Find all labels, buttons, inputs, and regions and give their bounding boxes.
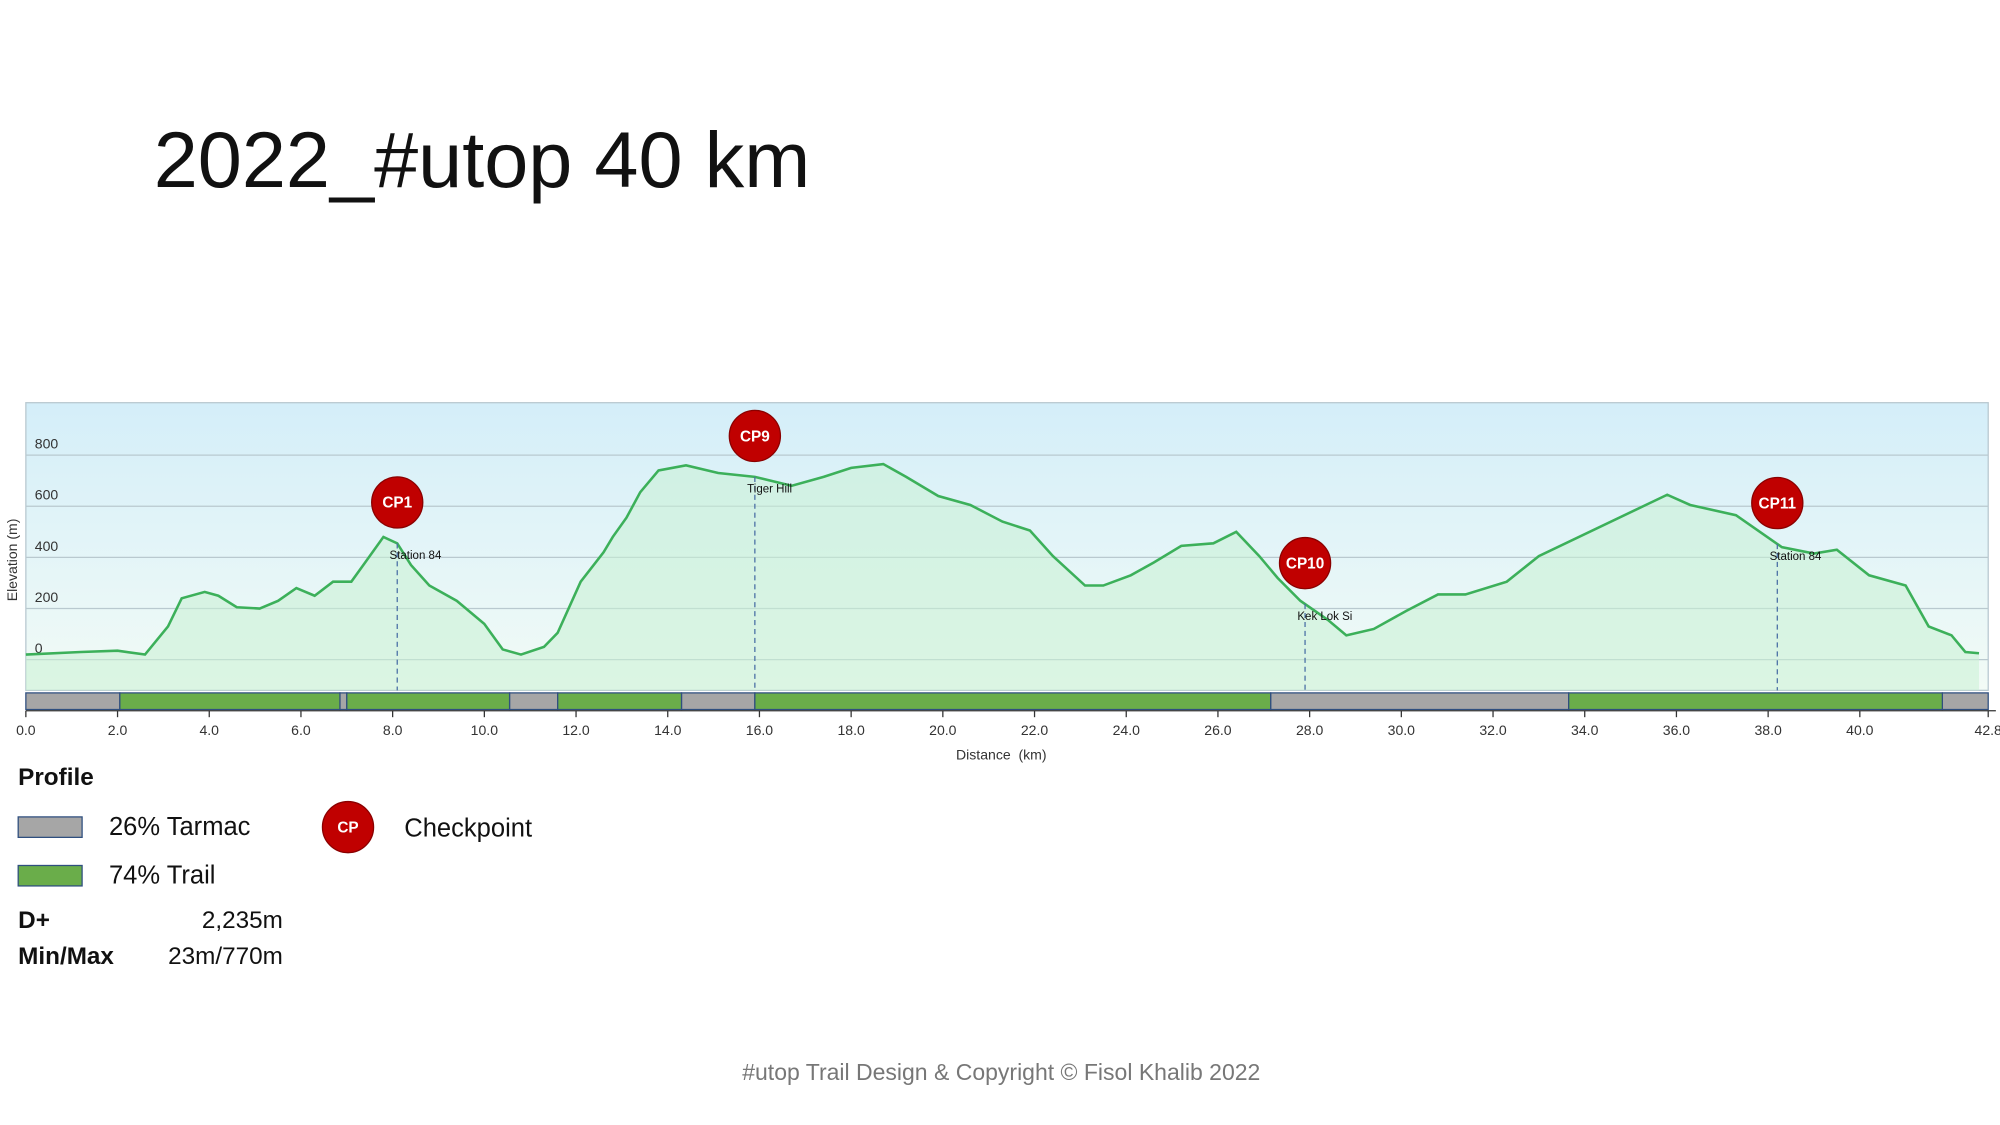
surface-segment	[557, 692, 683, 711]
surface-segment	[1270, 692, 1570, 711]
x-tick-label: 42.8	[1975, 722, 2000, 738]
x-tick-label: 16.0	[746, 722, 774, 738]
stat-label: Min/Max	[18, 943, 114, 970]
x-tick-label: 30.0	[1388, 722, 1416, 738]
surface-segment	[25, 692, 121, 711]
checkpoint-name: Kek Lok Si	[1297, 611, 1352, 623]
x-tick-label: 18.0	[837, 722, 865, 738]
surface-segment	[680, 692, 756, 711]
x-tick-label: 26.0	[1204, 722, 1232, 738]
surface-segment	[1568, 692, 1943, 711]
x-tick-label: 22.0	[1021, 722, 1049, 738]
x-axis-label: Distance (km)	[956, 746, 1047, 762]
checkpoint-label: CP1	[382, 495, 412, 512]
y-tick-label: 800	[35, 436, 59, 452]
y-axis-label: Elevation (m)	[4, 519, 20, 602]
x-tick-label: 32.0	[1479, 722, 1507, 738]
x-tick-label: 2.0	[108, 722, 128, 738]
x-tick-label: 12.0	[562, 722, 590, 738]
elevation-area	[25, 464, 1980, 691]
x-tick-label: 38.0	[1754, 722, 1782, 738]
legend-swatch	[17, 864, 83, 887]
checkpoint-name: Tiger Hill	[747, 484, 792, 496]
title: 2022_#utop 40 km	[154, 115, 811, 204]
legend-label: 26% Tarmac	[109, 813, 251, 841]
x-tick-label: 0.0	[16, 722, 36, 738]
surface-segment	[339, 692, 348, 711]
x-tick-label: 36.0	[1663, 722, 1691, 738]
checkpoint-marker	[728, 409, 782, 463]
x-tick-label: 8.0	[383, 722, 403, 738]
y-tick-label: 600	[35, 487, 59, 503]
x-tick-label: 10.0	[471, 722, 499, 738]
footer: #utop Trail Design & Copyright © Fisol K…	[742, 1059, 1260, 1085]
checkpoint-marker	[1751, 476, 1804, 530]
x-tick-label: 6.0	[291, 722, 311, 738]
checkpoint-label: CP9	[740, 428, 770, 445]
legend-checkpoint-symbol: CP	[337, 819, 358, 836]
checkpoint-marker	[1278, 536, 1332, 590]
surface-segment	[1941, 692, 1989, 711]
surface-segment	[346, 692, 511, 711]
surface-segment	[508, 692, 559, 711]
stat-value: 23m/770m	[168, 943, 283, 970]
x-tick-label: 24.0	[1113, 722, 1141, 738]
checkpoint-label: CP10	[1286, 555, 1324, 572]
y-tick-label: 400	[35, 538, 59, 554]
legend-checkpoint	[321, 800, 375, 854]
checkpoint-name: Station 84	[390, 550, 442, 562]
checkpoint-marker	[371, 476, 424, 529]
legend-label: 74% Trail	[109, 862, 215, 890]
y-tick-label: 0	[35, 640, 43, 656]
surface-segment	[119, 692, 341, 711]
elevation-line	[25, 462, 1980, 656]
x-tick-label: 34.0	[1571, 722, 1599, 738]
checkpoint-label: CP11	[1759, 495, 1797, 512]
surface-segment	[754, 692, 1272, 711]
legend-checkpoint-label: Checkpoint	[404, 814, 532, 842]
x-tick-label: 14.0	[654, 722, 682, 738]
stat-label: D+	[18, 907, 50, 934]
x-tick-label: 20.0	[929, 722, 957, 738]
x-tick-label: 40.0	[1846, 722, 1874, 738]
x-tick-label: 28.0	[1296, 722, 1324, 738]
legend-swatch	[17, 816, 83, 838]
checkpoint-name: Station 84	[1770, 551, 1822, 563]
y-tick-label: 200	[35, 589, 59, 605]
chart: 0 200 400 600 800 Elevation (m) CP1 Station 84 C…	[4, 409, 2000, 970]
legend-title: Profile	[18, 764, 94, 791]
stat-value: 2,235m	[202, 907, 283, 934]
x-tick-label: 4.0	[199, 722, 219, 738]
